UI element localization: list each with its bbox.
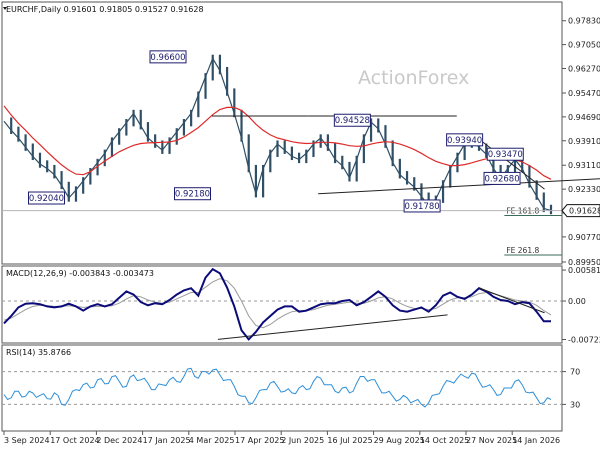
last-price-tag-box — [561, 204, 600, 218]
price-annotation: 0.96600 — [149, 50, 187, 64]
price-annotation-label: 0.92680 — [484, 174, 519, 184]
x-tick-label: 14 Oct 2025 — [420, 436, 469, 445]
price-annotation-box — [333, 113, 371, 127]
price-annotation-label: 0.96600 — [150, 53, 185, 63]
price-y-tick-label: 0.97830 — [568, 17, 600, 26]
rsi-layer — [2, 367, 562, 408]
price-y-tick-label: 0.89950 — [568, 258, 600, 267]
price-annotation: 0.92040 — [28, 191, 66, 205]
price-annotation: 0.91780 — [403, 199, 441, 213]
price-annotation: 0.94528 — [333, 113, 371, 127]
macd-trendline — [479, 287, 545, 314]
price-annotation-label: 0.91780 — [405, 202, 440, 212]
rsi-y-tick-label: 70 — [570, 368, 580, 377]
price-panel-title: EURCHF,Daily 0.91601 0.91805 0.91527 0.9… — [6, 5, 204, 14]
rsi-y-tick-label: 30 — [570, 400, 580, 409]
fib-level-label: FE 261.8 — [506, 246, 539, 255]
price-annotation-label: 0.93470 — [488, 150, 523, 160]
price-annotation-label: 0.92040 — [29, 194, 64, 204]
price-panel — [1, 1, 563, 265]
price-annotation: 0.93470 — [486, 147, 524, 161]
price-annotation-label: 0.93940 — [447, 136, 482, 146]
macd-trendline — [217, 314, 448, 340]
price-annotation: 0.92180 — [173, 187, 211, 201]
last-price-tag: 0.91628 — [561, 204, 600, 218]
macd-panel-title: MACD(12,26,9) -0.003843 -0.003473 — [6, 269, 154, 278]
price-annotation-box — [149, 50, 187, 64]
price-annotation-box — [403, 199, 441, 213]
price-annotation: 0.92680 — [483, 171, 521, 185]
rsi-panel-title: RSI(14) 35.8766 — [6, 348, 71, 357]
x-tick-label: 2 Dec 2024 — [96, 436, 142, 445]
macd-y-tick-label: 0.00 — [568, 297, 586, 306]
price-annotation-box — [173, 187, 211, 201]
macd-panel — [1, 265, 563, 344]
price-close-line — [3, 57, 552, 212]
price-annotation-label: 0.92180 — [175, 190, 210, 200]
rsi-line — [3, 367, 552, 408]
macd-y-tick-label: 0.005814 — [568, 266, 600, 275]
price-y-tick-label: 0.90770 — [568, 233, 600, 242]
last-price-tag-label: 0.91628 — [569, 207, 600, 216]
x-tick-label: 29 Aug 2025 — [374, 436, 425, 445]
price-y-tick-label: 0.94690 — [568, 113, 600, 122]
price-moving-average-line — [3, 105, 552, 180]
x-tick-label: 14 Jan 2026 — [512, 436, 560, 445]
price-annotation-box — [28, 191, 66, 205]
macd-layer — [2, 267, 562, 341]
macd-line — [3, 267, 551, 341]
x-tick-label: 17 Oct 2024 — [50, 436, 99, 445]
x-tick-label: 17 Apr 2025 — [235, 436, 284, 445]
axis-layer: 0.97830 0.97050 0.96270 0.95470 0.94690 0.939… — [3, 17, 600, 445]
price-y-tick-label: 0.93110 — [568, 161, 600, 170]
price-trendline — [318, 178, 600, 195]
price-y-tick-label: 0.97050 — [568, 41, 600, 50]
price-y-tick-label: 0.92330 — [568, 185, 600, 194]
price-y-tick-label: 0.93910 — [568, 137, 600, 146]
rsi-panel — [1, 344, 563, 432]
dropdown-triangle-icon — [3, 7, 7, 10]
x-tick-label: 3 Sep 2024 — [4, 436, 50, 445]
x-tick-label: 17 Jan 2025 — [143, 436, 191, 445]
watermark: ActionForex — [358, 67, 469, 89]
price-annotation-label: 0.94528 — [335, 116, 370, 126]
price-annotation-box — [486, 147, 524, 161]
macd-y-tick-label: -0.007222 — [568, 336, 600, 345]
price-annotation: 0.93940 — [446, 133, 484, 147]
x-tick-label: 27 Nov 2025 — [466, 436, 517, 445]
x-tick-label: 2 Jun 2025 — [281, 436, 324, 445]
price-annotation-box — [446, 133, 484, 147]
x-tick-label: 16 Jul 2025 — [327, 436, 372, 445]
price-annotation-box — [483, 171, 521, 185]
price-y-tick-label: 0.95470 — [568, 89, 600, 98]
x-tick-label: 4 Mar 2025 — [189, 436, 235, 445]
price-y-tick-label: 0.96270 — [568, 64, 600, 73]
